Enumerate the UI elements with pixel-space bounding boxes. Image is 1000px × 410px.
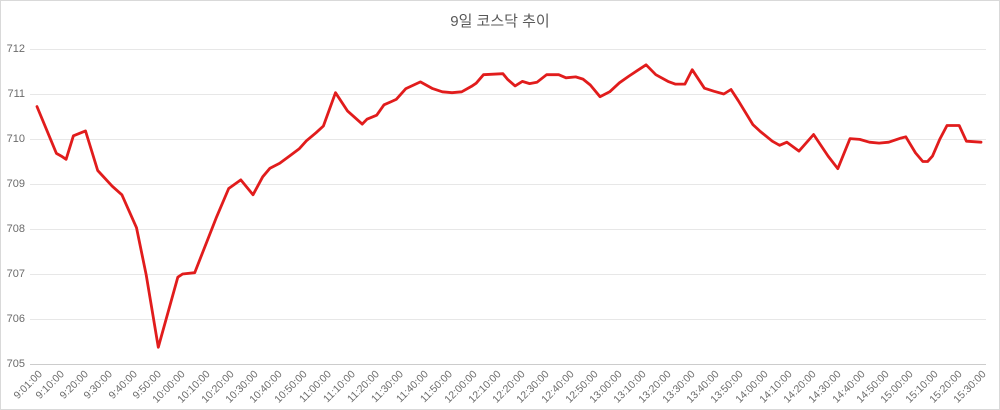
kosdaq-price-line <box>35 63 983 349</box>
x-axis-line <box>30 364 986 365</box>
y-axis-label: 705 <box>6 358 25 370</box>
y-axis-label: 711 <box>7 88 25 100</box>
y-axis-label: 706 <box>6 313 25 325</box>
gridline <box>30 274 986 275</box>
gridline <box>30 94 986 95</box>
y-axis-label: 709 <box>6 178 25 190</box>
gridline <box>30 319 986 320</box>
gridline <box>30 184 986 185</box>
y-axis-label: 707 <box>6 268 25 280</box>
y-axis-label: 708 <box>6 223 25 235</box>
gridline <box>30 229 986 230</box>
y-axis-label: 712 <box>6 43 25 55</box>
gridline <box>30 49 986 50</box>
y-axis-label: 710 <box>6 133 25 145</box>
gridline <box>30 139 986 140</box>
chart-title: 9일 코스닥 추이 <box>450 13 550 30</box>
